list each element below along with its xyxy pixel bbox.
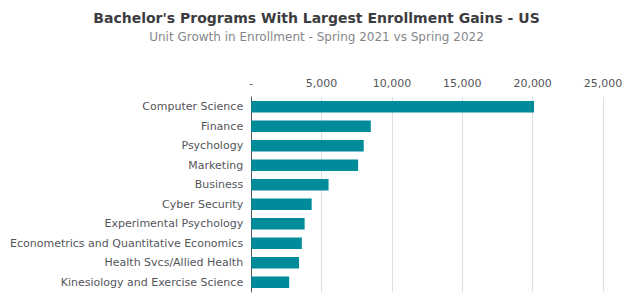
svg-text:20,000: 20,000 bbox=[513, 77, 552, 90]
svg-text:Unit Growth in Enrollment - Sp: Unit Growth in Enrollment - Spring 2021 … bbox=[149, 30, 484, 44]
svg-text:Marketing: Marketing bbox=[188, 159, 243, 172]
svg-text:Psychology: Psychology bbox=[181, 139, 243, 152]
svg-text:Experimental Psychology: Experimental Psychology bbox=[105, 217, 244, 230]
svg-text:Finance: Finance bbox=[201, 120, 243, 133]
svg-text:Kinesiology and Exercise Scien: Kinesiology and Exercise Science bbox=[61, 276, 244, 289]
svg-text:Business: Business bbox=[195, 178, 244, 191]
svg-text:5,000: 5,000 bbox=[306, 77, 338, 90]
svg-text:Cyber Security: Cyber Security bbox=[162, 198, 244, 211]
svg-text:-: - bbox=[249, 77, 253, 90]
svg-text:Computer Science: Computer Science bbox=[142, 100, 243, 113]
svg-text:Econometrics and Quantitative: Econometrics and Quantitative Economics bbox=[10, 237, 243, 250]
svg-text:15,000: 15,000 bbox=[443, 77, 482, 90]
svg-text:Bachelor's Programs With Large: Bachelor's Programs With Largest Enrollm… bbox=[93, 10, 539, 26]
svg-text:25,000: 25,000 bbox=[584, 77, 623, 90]
svg-text:Health Svcs/Allied Health: Health Svcs/Allied Health bbox=[105, 256, 244, 269]
svg-text:10,000: 10,000 bbox=[373, 77, 412, 90]
